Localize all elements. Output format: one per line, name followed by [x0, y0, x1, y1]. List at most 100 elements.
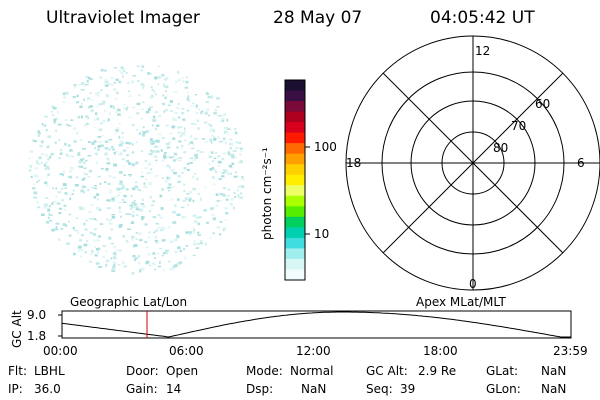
- image-pixel: [118, 249, 122, 252]
- image-pixel: [138, 232, 142, 236]
- image-pixel: [231, 157, 235, 159]
- image-pixel: [125, 213, 129, 215]
- image-pixel: [131, 164, 136, 167]
- image-pixel: [64, 192, 68, 195]
- image-pixel: [76, 94, 79, 98]
- image-pixel: [69, 149, 73, 152]
- image-pixel: [109, 191, 112, 194]
- image-pixel: [97, 92, 101, 94]
- image-pixel: [55, 222, 60, 225]
- image-pixel: [210, 135, 214, 137]
- image-pixel: [120, 215, 123, 218]
- image-pixel: [195, 104, 198, 107]
- image-pixel: [182, 167, 185, 169]
- image-pixel: [55, 129, 57, 133]
- image-pixel: [185, 80, 189, 84]
- image-pixel: [83, 177, 86, 181]
- image-pixel: [193, 231, 195, 234]
- image-pixel: [182, 200, 187, 202]
- image-pixel: [185, 244, 189, 247]
- image-pixel: [104, 147, 109, 150]
- image-pixel: [118, 122, 121, 125]
- image-pixel: [160, 207, 164, 210]
- colorbar-band: [285, 195, 305, 207]
- image-pixel: [57, 191, 62, 193]
- image-pixel: [190, 147, 195, 149]
- image-pixel: [131, 235, 135, 239]
- image-pixel: [55, 187, 57, 190]
- image-pixel: [192, 102, 195, 105]
- image-pixel: [84, 228, 88, 231]
- image-pixel: [77, 115, 80, 119]
- colorbar-band: [285, 101, 305, 113]
- image-pixel: [224, 130, 228, 133]
- image-pixel: [131, 238, 134, 242]
- image-pixel: [95, 152, 98, 156]
- image-pixel: [157, 83, 160, 86]
- image-pixel: [85, 159, 88, 162]
- image-pixel: [37, 131, 41, 135]
- image-pixel: [157, 214, 161, 216]
- info-dsp-value: NaN: [301, 382, 327, 396]
- image-pixel: [183, 119, 186, 122]
- colorbar-band: [285, 185, 305, 197]
- image-pixel: [121, 68, 126, 71]
- image-pixel: [120, 152, 123, 154]
- image-pixel: [195, 105, 198, 109]
- image-pixel: [40, 162, 44, 164]
- image-pixel: [97, 136, 102, 138]
- image-pixel: [192, 175, 195, 179]
- image-pixel: [217, 114, 221, 117]
- info-flt-label: Flt:: [8, 364, 27, 378]
- uv-image-disk: [28, 65, 245, 275]
- info-seq-value: 39: [400, 382, 416, 396]
- image-pixel: [167, 155, 171, 158]
- image-pixel: [159, 261, 161, 264]
- image-pixel: [209, 169, 213, 171]
- image-pixel: [165, 124, 169, 127]
- image-pixel: [158, 133, 162, 135]
- image-pixel: [97, 175, 101, 178]
- image-pixel: [230, 203, 233, 206]
- image-pixel: [79, 158, 83, 162]
- image-pixel: [109, 189, 112, 191]
- image-pixel: [162, 254, 164, 257]
- image-pixel: [194, 123, 197, 126]
- image-pixel: [188, 231, 193, 234]
- image-pixel: [140, 108, 144, 110]
- image-pixel: [167, 95, 169, 97]
- image-pixel: [233, 191, 236, 194]
- image-pixel: [226, 118, 229, 122]
- image-pixel: [114, 249, 117, 252]
- image-pixel: [47, 173, 50, 176]
- image-pixel: [94, 92, 99, 96]
- image-pixel: [90, 109, 94, 113]
- image-pixel: [96, 193, 99, 197]
- image-pixel: [85, 115, 88, 118]
- image-pixel: [36, 181, 38, 184]
- image-pixel: [52, 114, 55, 116]
- image-pixel: [96, 197, 99, 201]
- polar-plot: [345, 35, 600, 291]
- image-pixel: [111, 84, 114, 86]
- image-pixel: [141, 65, 145, 68]
- colorbar-frame: [284, 79, 306, 281]
- image-pixel: [179, 135, 182, 138]
- image-pixel: [98, 141, 102, 144]
- image-pixel: [176, 198, 180, 201]
- image-pixel: [217, 165, 221, 167]
- image-pixel: [145, 130, 149, 133]
- image-pixel: [84, 124, 86, 126]
- image-pixel: [47, 216, 50, 220]
- image-pixel: [218, 178, 222, 181]
- image-pixel: [223, 152, 226, 155]
- image-pixel: [57, 123, 62, 126]
- image-pixel: [217, 160, 222, 164]
- image-pixel: [192, 187, 197, 191]
- image-pixel: [111, 199, 115, 202]
- image-pixel: [124, 158, 126, 160]
- image-pixel: [63, 96, 66, 98]
- colorbar-label-100: 100: [314, 140, 337, 154]
- image-pixel: [58, 207, 63, 210]
- image-pixel: [29, 150, 34, 153]
